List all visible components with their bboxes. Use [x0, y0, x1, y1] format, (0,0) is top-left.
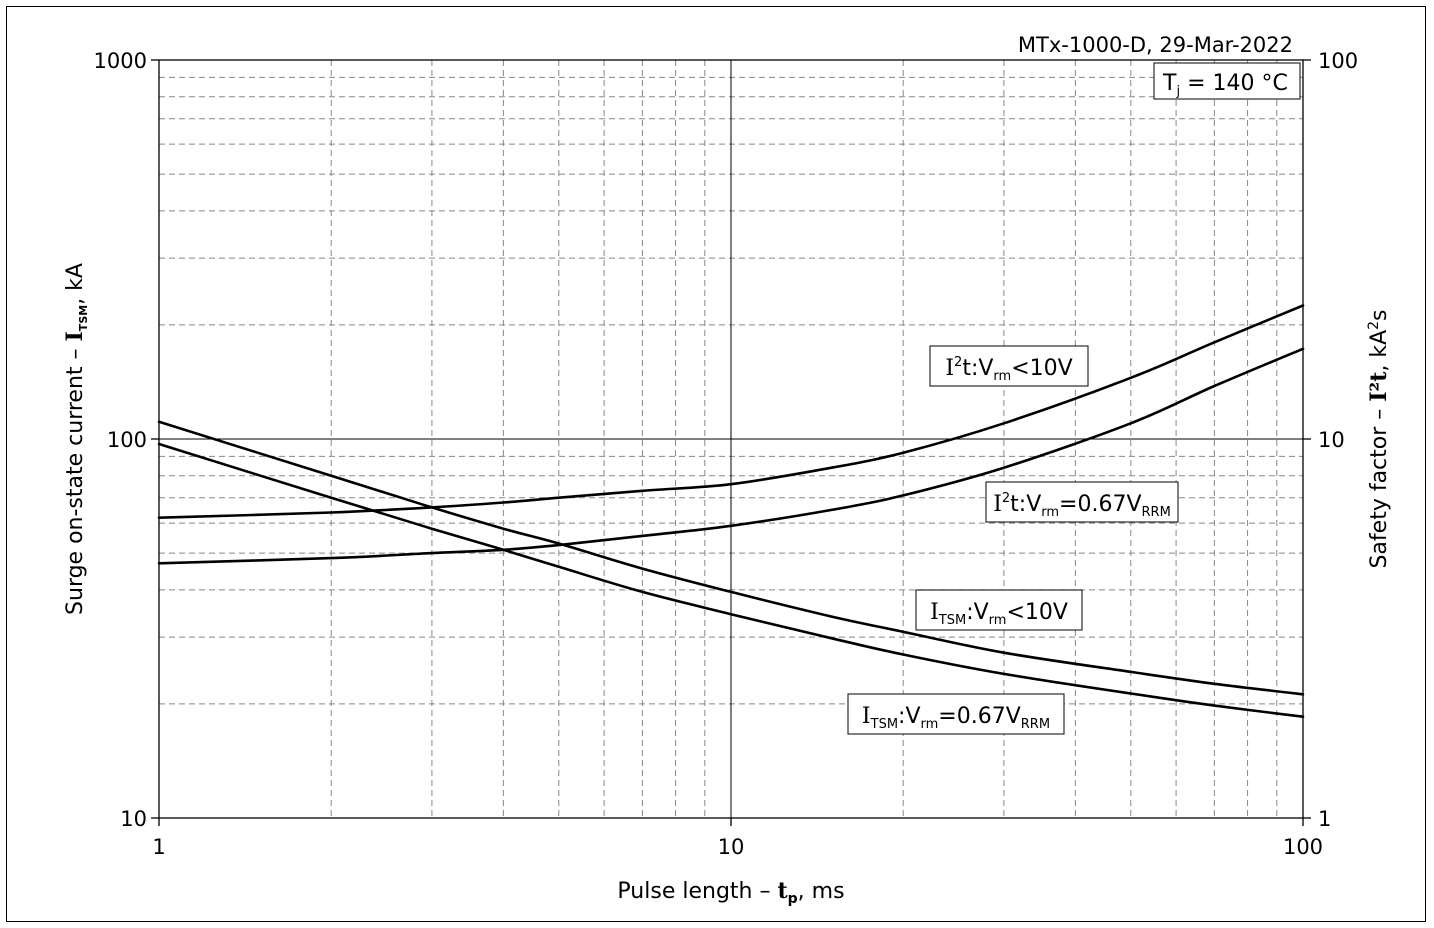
series-i2t-low-voltage-line — [157, 304, 1305, 519]
chart-frame — [6, 6, 1426, 922]
x-axis-title: Pulse length – tp, ms — [617, 878, 844, 907]
y-left-axis-title: Surge on-state current – ITSM, kA — [62, 263, 90, 615]
series-itsm-low-voltage-label: ITSM:Vrm<10V — [915, 589, 1083, 631]
series-i2t-067-vrrm-line — [157, 347, 1305, 565]
series-label-text: I2t:Vrm=0.67VRRM — [993, 491, 1171, 520]
condition-box: Tj = 140 °C — [1153, 62, 1301, 100]
series-i2t-low-voltage-label: I2t:Vrm<10V — [929, 345, 1089, 387]
series-itsm-067-vrrm-line — [157, 442, 1305, 718]
series-itsm-067-vrrm-label: ITSM:Vrm=0.67VRRM — [847, 693, 1065, 735]
y-left-tick-label: 100 — [107, 428, 147, 452]
y-left-tick-label: 1000 — [94, 49, 147, 73]
y-left-tick-label: 10 — [120, 807, 147, 831]
series-label-text: I2t:Vrm<10V — [945, 355, 1072, 384]
y-right-tick-label: 10 — [1318, 428, 1345, 452]
series-i2t-067-vrrm-label: I2t:Vrm=0.67VRRM — [985, 481, 1179, 523]
y-right-tick-label: 100 — [1318, 49, 1358, 73]
y-right-tick-label: 1 — [1318, 807, 1331, 831]
x-tick-label: 1 — [152, 835, 165, 859]
chart-title: MTx-1000-D, 29-Mar-2022 — [1018, 33, 1293, 57]
series-label-text: ITSM:Vrm=0.67VRRM — [862, 704, 1050, 732]
series-label-text: ITSM:Vrm<10V — [930, 600, 1068, 628]
x-tick-label: 10 — [718, 835, 745, 859]
series-label-box — [985, 481, 1179, 523]
y-right-axis-title: Safety factor – I²t, kA2s — [1366, 309, 1392, 568]
series-label-box — [847, 693, 1065, 735]
series-label-box — [915, 589, 1083, 631]
condition-box-border — [1153, 62, 1301, 100]
x-tick-label: 100 — [1283, 835, 1323, 859]
series-itsm-low-voltage-line — [157, 420, 1305, 696]
grid — [159, 60, 1303, 818]
condition-label: Tj = 140 °C — [1162, 71, 1288, 99]
series-label-box — [929, 345, 1089, 387]
